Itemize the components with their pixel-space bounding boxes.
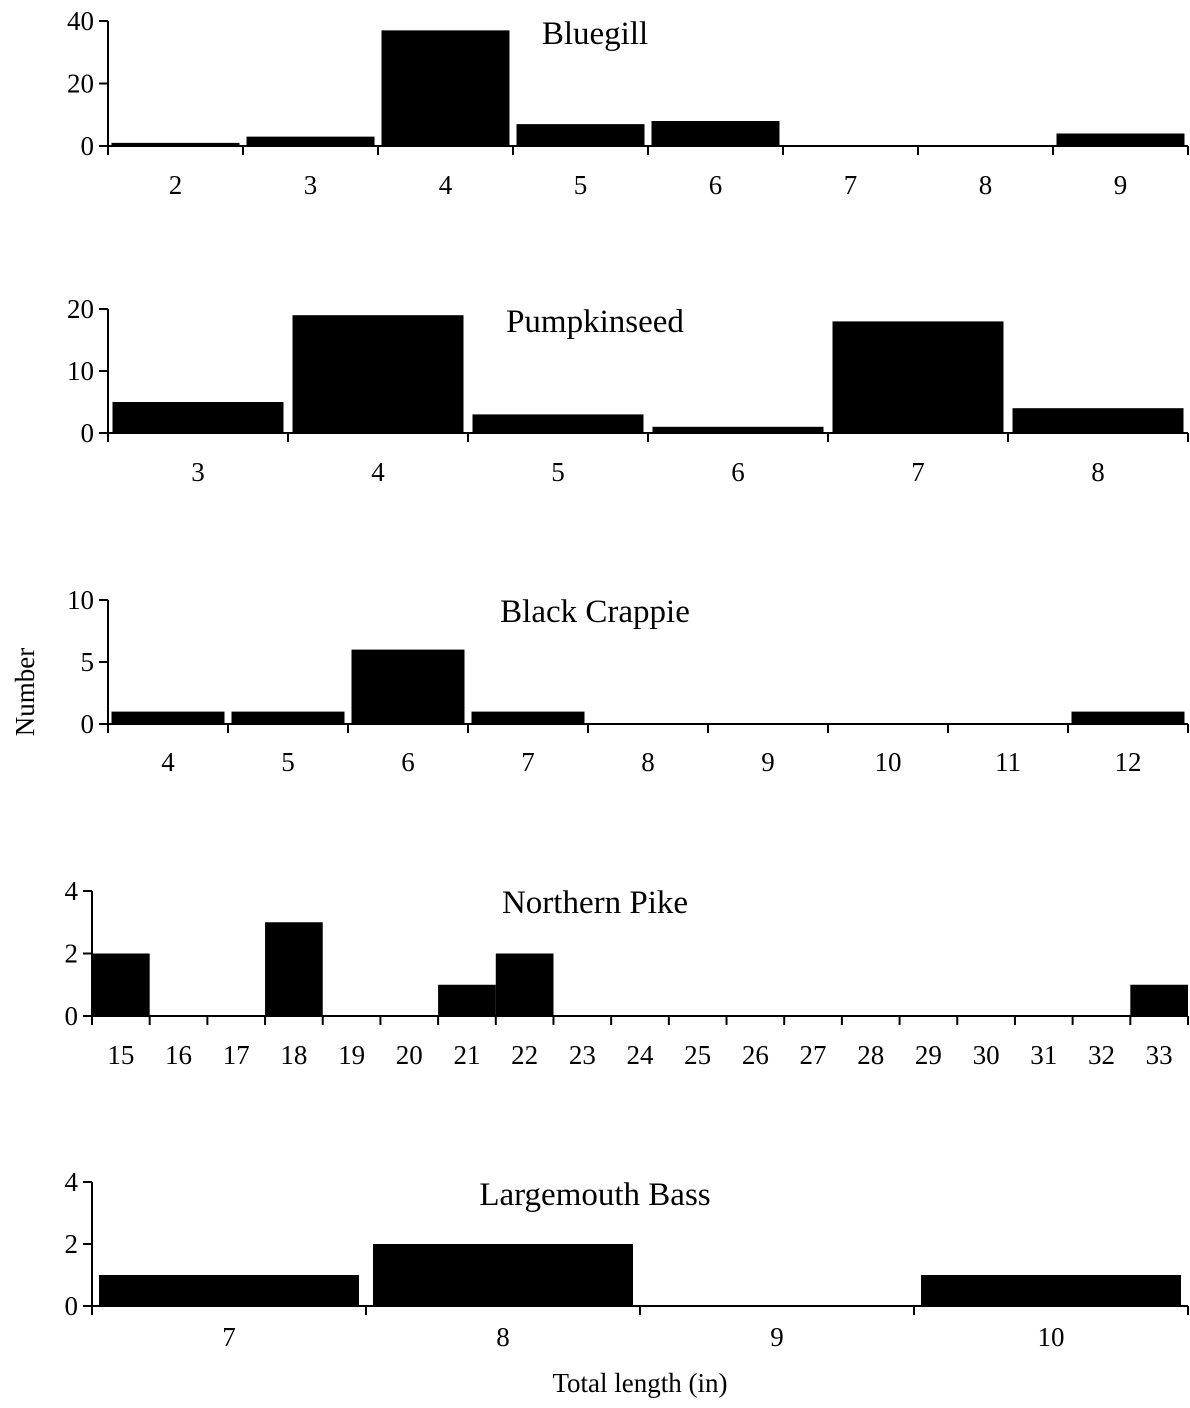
bar: [652, 426, 824, 433]
bar: [1056, 133, 1185, 146]
bar: [438, 984, 496, 1016]
y-tick-label: 40: [67, 6, 94, 36]
x-tick-label: 9: [761, 747, 775, 777]
x-tick-label: 5: [551, 457, 565, 487]
bar: [99, 1275, 359, 1306]
x-tick-label: 33: [1146, 1040, 1173, 1070]
bar: [1012, 408, 1184, 433]
y-tick-label: 0: [65, 1001, 79, 1031]
y-tick-label: 4: [65, 876, 79, 906]
y-tick-label: 20: [67, 69, 94, 99]
x-tick-label: 8: [496, 1322, 510, 1352]
chart-panel-2: 0 10 20 3 4 5 6 7 8 Pumpkinseed: [67, 294, 1189, 487]
x-tick-label: 17: [223, 1040, 250, 1070]
y-tick-label: 5: [81, 647, 95, 677]
bar: [231, 711, 345, 724]
x-tick-label: 5: [574, 170, 588, 200]
bar: [516, 124, 645, 146]
x-tick-label: 6: [731, 457, 745, 487]
bar: [472, 414, 644, 433]
y-tick-label: 20: [67, 294, 94, 324]
bar: [471, 711, 585, 724]
x-tick-label: 4: [371, 457, 385, 487]
bar: [651, 121, 780, 146]
x-tick-label: 5: [281, 747, 295, 777]
bar: [373, 1244, 633, 1306]
x-tick-label: 27: [800, 1040, 827, 1070]
y-tick-label: 0: [81, 418, 95, 448]
x-tick-label: 2: [169, 170, 183, 200]
x-tick-label: 12: [1115, 747, 1142, 777]
x-tick-label: 7: [521, 747, 535, 777]
x-tick-label: 30: [973, 1040, 1000, 1070]
chart-panel-1: 0 20 40 2 3 4 5 6 7 8 9 Bluegill: [67, 6, 1189, 200]
bar: [921, 1275, 1181, 1306]
y-tick-label: 10: [67, 356, 94, 386]
bar: [111, 142, 240, 146]
x-tick-label: 4: [161, 747, 175, 777]
x-tick-label: 8: [1091, 457, 1105, 487]
x-tick-label: 24: [627, 1040, 655, 1070]
bar: [111, 711, 225, 724]
y-axis-title: Number: [10, 648, 40, 736]
x-tick-label: 26: [742, 1040, 769, 1070]
chart-panel-5: 0 2 4 7 8 9 10 Largemouth Bass: [65, 1167, 1189, 1352]
bar: [381, 30, 510, 146]
y-tick-label: 0: [65, 1291, 79, 1321]
bar: [495, 953, 554, 1016]
x-tick-label: 8: [641, 747, 655, 777]
bar: [1130, 984, 1188, 1016]
bar: [265, 922, 323, 1016]
x-tick-label: 3: [304, 170, 318, 200]
bar: [351, 649, 465, 724]
bar: [246, 136, 375, 146]
x-tick-label: 20: [396, 1040, 423, 1070]
x-tick-label: 19: [338, 1040, 365, 1070]
x-tick-label: 8: [979, 170, 993, 200]
panel-title: Black Crappie: [500, 594, 690, 630]
panel-title: Largemouth Bass: [479, 1177, 710, 1213]
x-tick-label: 31: [1030, 1040, 1057, 1070]
x-tick-label: 9: [770, 1322, 784, 1352]
bar: [292, 315, 464, 433]
panel-title: Bluegill: [542, 16, 648, 52]
y-tick-label: 0: [81, 131, 95, 161]
bar: [832, 321, 1004, 433]
y-tick-label: 2: [65, 1229, 79, 1259]
x-tick-label: 21: [453, 1040, 480, 1070]
x-tick-label: 6: [709, 170, 723, 200]
x-tick-label: 18: [280, 1040, 307, 1070]
y-tick-label: 0: [81, 709, 95, 739]
x-tick-label: 7: [844, 170, 858, 200]
panel-title: Northern Pike: [502, 885, 688, 921]
x-tick-label: 23: [569, 1040, 596, 1070]
x-tick-label: 22: [511, 1040, 538, 1070]
y-tick-label: 4: [65, 1167, 79, 1197]
panel-title: Pumpkinseed: [506, 304, 684, 340]
x-tick-label: 7: [222, 1322, 236, 1352]
x-tick-label: 10: [875, 747, 902, 777]
x-tick-label: 10: [1038, 1322, 1065, 1352]
x-tick-label: 6: [401, 747, 415, 777]
x-tick-label: 15: [107, 1040, 134, 1070]
x-tick-label: 11: [995, 747, 1021, 777]
x-tick-label: 9: [1114, 170, 1128, 200]
x-axis-title: Total length (in): [552, 1368, 727, 1398]
bar: [1071, 711, 1185, 724]
x-tick-label: 7: [911, 457, 925, 487]
bar: [92, 953, 150, 1016]
x-tick-label: 32: [1088, 1040, 1115, 1070]
x-tick-label: 29: [915, 1040, 942, 1070]
bar: [112, 402, 284, 433]
x-tick-label: 3: [191, 457, 205, 487]
x-tick-label: 16: [165, 1040, 192, 1070]
x-tick-label: 28: [857, 1040, 884, 1070]
x-tick-label: 4: [439, 170, 453, 200]
chart-panel-3: 0 5 10 4 5 6 7 8 9 10 11 12 Black Crappie: [67, 585, 1189, 777]
x-tick-label: 25: [684, 1040, 711, 1070]
y-tick-label: 2: [65, 939, 79, 969]
y-tick-label: 10: [67, 585, 94, 615]
